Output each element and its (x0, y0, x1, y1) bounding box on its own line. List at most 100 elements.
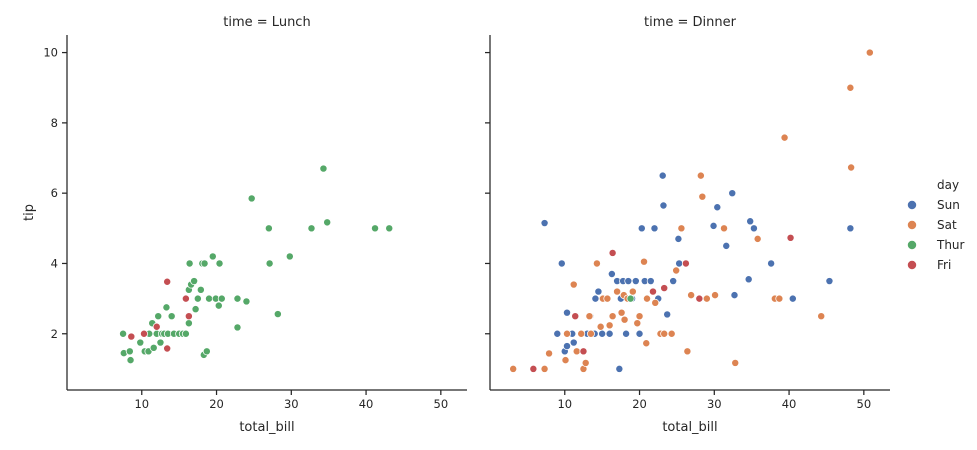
data-point-sat (628, 287, 637, 296)
data-point-fri (184, 312, 193, 321)
x-tick-label: 40 (359, 397, 374, 411)
data-point-sat (865, 48, 874, 57)
data-point-thur (126, 356, 135, 365)
data-point-thur (154, 312, 163, 321)
data-point-sat (540, 364, 549, 373)
data-point-thur (125, 347, 134, 356)
y-tick-label: 2 (51, 327, 58, 341)
data-point-sun (646, 277, 655, 286)
data-point-sat (642, 339, 651, 348)
data-point-thur (119, 329, 128, 338)
y-tick-label: 8 (51, 116, 58, 130)
data-point-thur (191, 305, 200, 314)
data-point-sat (847, 163, 856, 172)
data-point-sat (509, 364, 518, 373)
data-point-sat (643, 294, 651, 303)
x-tick-label: 40 (782, 397, 797, 411)
data-point-sun (540, 219, 549, 228)
series-sat (509, 48, 874, 373)
panel-title: time = Lunch (223, 15, 310, 30)
legend-marker-fri (907, 260, 917, 270)
legend-marker-sat (907, 220, 917, 230)
data-point-sat (585, 312, 594, 321)
data-point-fri (152, 322, 161, 331)
data-point-sun (553, 329, 562, 338)
data-point-sun (631, 277, 640, 286)
y-axis-label: tip (22, 204, 37, 221)
data-point-fri (786, 233, 795, 242)
data-point-sat (817, 312, 826, 321)
data-point-sun (563, 308, 571, 317)
y-tick-label: 10 (43, 46, 58, 60)
data-point-fri (571, 312, 580, 321)
panel-dinner: time = Dinner 10 20 30 40 50 total_bill (485, 15, 890, 435)
data-point-sun (746, 217, 755, 226)
data-point-sun (788, 294, 797, 303)
data-point-sun (674, 234, 683, 243)
data-point-sat (633, 319, 642, 328)
data-point-thur (156, 338, 165, 347)
data-point-thur (181, 329, 190, 338)
data-point-thur (167, 312, 176, 321)
data-point-sun (615, 364, 624, 373)
data-point-sat (667, 329, 676, 338)
series-fri (529, 233, 795, 373)
data-point-sat (608, 312, 617, 321)
data-point-sat (753, 234, 762, 243)
data-point-sat (603, 294, 612, 303)
data-point-sat (613, 287, 622, 296)
data-point-fri (695, 294, 704, 303)
data-point-thur (371, 224, 380, 233)
x-tick-label: 30 (707, 397, 722, 411)
x-tick-label: 50 (857, 397, 872, 411)
data-point-thur (190, 277, 199, 286)
data-point-sat (617, 308, 626, 317)
data-point-thur (214, 301, 223, 310)
x-tick-label: 20 (209, 397, 224, 411)
data-point-fri (163, 277, 172, 286)
data-point-sat (605, 321, 614, 330)
data-point-sun (622, 329, 631, 338)
data-point-thur (215, 259, 224, 268)
data-point-sat (586, 329, 595, 338)
data-point-thur (149, 343, 158, 352)
data-point-fri (163, 344, 172, 353)
data-point-sat (572, 347, 581, 356)
data-point-thur (233, 323, 242, 332)
data-point-thur (264, 224, 273, 233)
data-point-sun (722, 241, 731, 250)
data-point-thur (626, 294, 635, 303)
x-tick-label: 10 (557, 397, 572, 411)
data-point-sat (846, 83, 855, 92)
x-axis-label: total_bill (239, 420, 294, 435)
data-point-sun (569, 338, 578, 347)
x-tick-label: 10 (134, 397, 149, 411)
series-fri (127, 277, 193, 353)
data-point-thur (285, 252, 294, 261)
data-point-thur (319, 164, 328, 173)
data-point-sat (683, 347, 692, 356)
data-point-sun (598, 329, 607, 338)
data-point-sun (767, 259, 776, 268)
data-point-sun (749, 224, 758, 233)
data-point-thur (200, 259, 209, 268)
data-point-sun (825, 277, 834, 286)
data-point-sun (637, 224, 646, 233)
data-point-sun (744, 275, 753, 284)
panel-title: time = Dinner (644, 15, 737, 30)
data-point-sat (780, 133, 789, 142)
data-point-sat (596, 322, 605, 331)
data-point-sun (563, 342, 571, 351)
x-tick-label: 20 (632, 397, 647, 411)
data-point-sat (569, 280, 578, 289)
data-point-thur (136, 338, 145, 347)
data-point-fri (127, 332, 136, 341)
data-point-sat (592, 259, 601, 268)
legend-label-fri: Fri (937, 258, 951, 272)
legend-title: day (937, 178, 959, 192)
data-point-thur (208, 252, 217, 261)
legend-marker-thur (907, 240, 917, 250)
data-point-sun (658, 171, 667, 180)
data-point-sat (651, 298, 660, 307)
data-point-sun (713, 203, 722, 212)
